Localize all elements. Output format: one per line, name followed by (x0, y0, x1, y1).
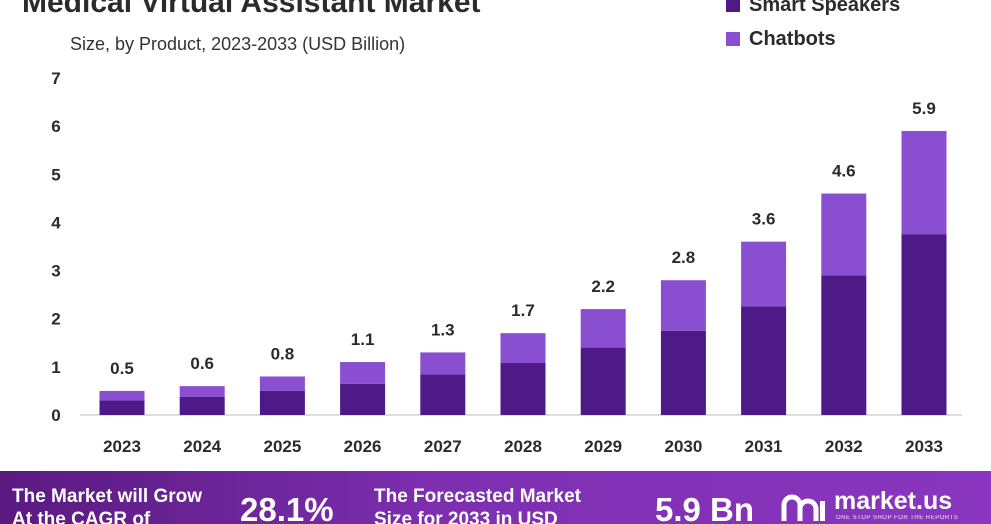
chart-title: Medical Virtual Assistant Market (22, 0, 481, 19)
bar-chatbots-2029 (580, 309, 626, 348)
bar-smart-speakers-2033 (901, 234, 947, 415)
legend-label-chatbots: Chatbots (749, 27, 836, 50)
cagr-text-line2: At the CAGR of (12, 509, 151, 524)
bar-smart-speakers-2023 (99, 400, 145, 415)
data-label-2032: 4.6 (832, 162, 856, 181)
brand-name: market.us (834, 487, 953, 515)
bar-smart-speakers-2026 (340, 383, 386, 415)
data-label-2028: 1.7 (511, 301, 535, 320)
y-tick-label: 1 (51, 358, 60, 377)
bar-smart-speakers-2027 (420, 374, 466, 415)
legend-item-chatbots: Chatbots (726, 22, 900, 56)
data-label-2024: 0.6 (190, 354, 214, 373)
chart-subtitle: Size, by Product, 2023-2033 (USD Billion… (70, 34, 406, 54)
forecast-text: The Forecasted Market Size for 2033 in U… (374, 485, 581, 524)
bar-smart-speakers-2030 (660, 330, 706, 415)
bar-smart-speakers-2028 (500, 363, 546, 415)
y-tick-label: 6 (51, 117, 60, 136)
legend-label-smart-speakers: Smart Speakers (749, 0, 901, 16)
y-tick-label: 7 (51, 69, 60, 88)
market-us-logo-icon (781, 494, 825, 521)
bar-chart: 0 1 2 3 4 5 6 7 0.5 2023 0.6 2024 0.8 2025 1.1 2026 1.3 2… (51, 69, 962, 456)
x-tick-label-2028: 2028 (504, 437, 542, 456)
bar-chatbots-2030 (660, 280, 706, 331)
x-tick-label-2023: 2023 (103, 437, 141, 456)
y-tick-label: 0 (51, 406, 60, 425)
data-label-2029: 2.2 (591, 277, 615, 296)
bar-smart-speakers-2024 (179, 396, 225, 415)
data-label-2030: 2.8 (672, 248, 696, 267)
legend-swatch-chatbots (726, 32, 740, 46)
legend: Smart Speakers Chatbots (726, 0, 900, 56)
x-tick-label-2030: 2030 (664, 437, 702, 456)
cagr-value: 28.1% (240, 491, 334, 524)
bar-chatbots-2024 (179, 386, 225, 397)
bar-chatbots-2032 (821, 193, 867, 276)
forecast-text-line2: Size for 2033 in USD (374, 509, 558, 524)
bar-chatbots-2025 (259, 376, 305, 391)
forecast-text-line1: The Forecasted Market (374, 486, 581, 507)
forecast-value: 5.9 Bn (655, 491, 755, 524)
cagr-text: The Market will Grow At the CAGR of (12, 485, 202, 524)
y-tick-label: 2 (51, 310, 60, 329)
data-label-2025: 0.8 (271, 344, 295, 363)
data-label-2033: 5.9 (912, 99, 936, 118)
x-tick-label-2025: 2025 (263, 437, 301, 456)
y-tick-label: 4 (51, 213, 61, 232)
bar-smart-speakers-2031 (741, 306, 787, 415)
x-tick-label-2033: 2033 (905, 437, 943, 456)
y-tick-label: 5 (51, 165, 60, 184)
x-tick-label-2027: 2027 (424, 437, 462, 456)
bar-smart-speakers-2032 (821, 275, 867, 415)
bar-smart-speakers-2029 (580, 347, 626, 415)
bar-chatbots-2027 (420, 352, 466, 375)
data-label-2031: 3.6 (752, 210, 776, 229)
bar-chatbots-2031 (741, 241, 787, 307)
x-tick-label-2026: 2026 (344, 437, 382, 456)
bar-chatbots-2033 (901, 130, 947, 235)
data-label-2023: 0.5 (110, 359, 134, 378)
x-tick-label-2031: 2031 (745, 437, 783, 456)
data-label-2026: 1.1 (351, 330, 375, 349)
x-tick-label-2024: 2024 (183, 437, 221, 456)
bar-smart-speakers-2025 (259, 390, 305, 415)
brand-tagline: ONE STOP SHOP FOR THE REPORTS (836, 515, 959, 521)
data-label-2027: 1.3 (431, 320, 455, 339)
legend-swatch-smart-speakers (726, 0, 740, 12)
y-tick-label: 3 (51, 262, 60, 281)
cagr-text-line1: The Market will Grow (12, 486, 203, 507)
footer-banner: The Market will Grow At the CAGR of 28.1… (0, 471, 991, 524)
bar-chatbots-2026 (340, 362, 386, 384)
bar-chatbots-2028 (500, 333, 546, 364)
bar-chatbots-2023 (99, 390, 145, 401)
x-tick-label-2029: 2029 (584, 437, 622, 456)
legend-item-smart-speakers: Smart Speakers (726, 0, 900, 22)
x-tick-label-2032: 2032 (825, 437, 863, 456)
